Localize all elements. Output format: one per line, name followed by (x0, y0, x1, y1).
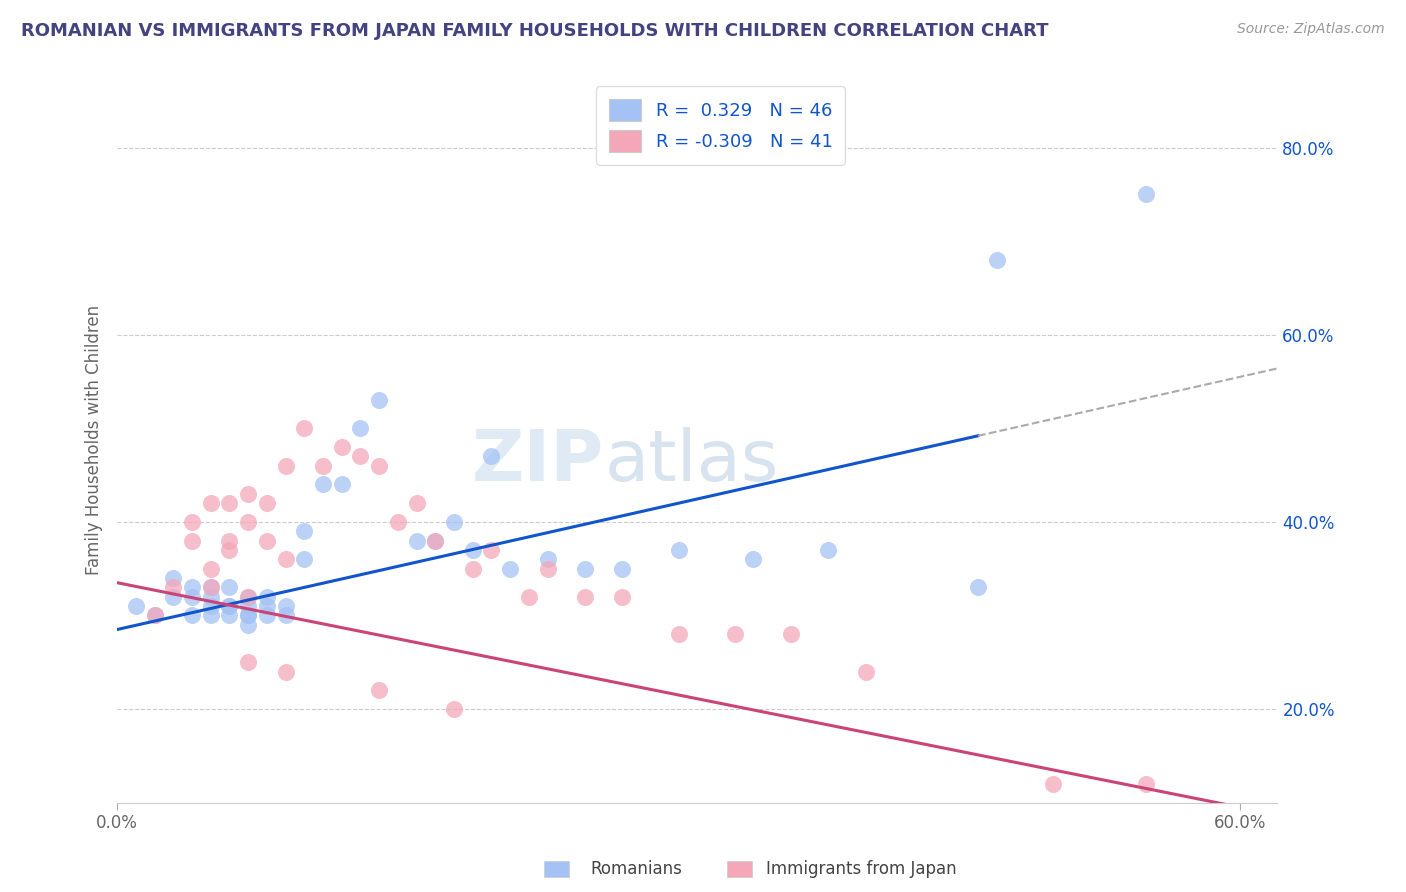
Point (238, 655, 260, 669)
Point (855, 665, 877, 679)
Point (200, 599, 222, 613)
Text: ZIP: ZIP (472, 427, 605, 496)
Point (1042, 777, 1064, 791)
Point (1135, 777, 1157, 791)
Point (368, 683, 391, 698)
Text: ROMANIAN VS IMMIGRANTS FROM JAPAN FAMILY HOUSEHOLDS WITH CHILDREN CORRELATION CH: ROMANIAN VS IMMIGRANTS FROM JAPAN FAMILY… (21, 22, 1049, 40)
Point (349, 421, 371, 435)
Point (481, 450, 503, 464)
Point (256, 496, 278, 510)
Point (218, 608, 240, 623)
Point (181, 608, 204, 623)
Point (238, 487, 260, 501)
Point (125, 599, 148, 613)
Point (218, 581, 240, 595)
Text: Romanians: Romanians (591, 860, 682, 878)
Point (238, 599, 260, 613)
Point (330, 440, 353, 454)
Point (425, 533, 447, 548)
Point (292, 552, 315, 566)
Point (312, 458, 335, 473)
Point (499, 562, 522, 576)
Y-axis label: Family Households with Children: Family Households with Children (86, 305, 103, 575)
Point (349, 450, 371, 464)
Point (817, 543, 839, 558)
Point (612, 590, 634, 604)
Point (292, 524, 315, 539)
Point (143, 608, 166, 623)
Point (443, 702, 465, 716)
Point (724, 627, 747, 641)
Point (238, 515, 260, 529)
Point (256, 608, 278, 623)
Text: atlas: atlas (605, 427, 779, 496)
Point (238, 608, 260, 623)
Text: Source: ZipAtlas.com: Source: ZipAtlas.com (1237, 22, 1385, 37)
Point (162, 571, 184, 585)
Point (312, 477, 335, 491)
Point (574, 590, 596, 604)
Point (218, 599, 240, 613)
Point (238, 590, 260, 604)
Point (481, 543, 503, 558)
Point (1135, 187, 1157, 202)
Legend: R =  0.329   N = 46, R = -0.309   N = 41: R = 0.329 N = 46, R = -0.309 N = 41 (596, 87, 845, 165)
Point (200, 581, 222, 595)
Point (405, 533, 427, 548)
Point (218, 543, 240, 558)
Point (368, 458, 391, 473)
Point (181, 590, 204, 604)
Point (536, 552, 558, 566)
Point (238, 590, 260, 604)
Point (986, 252, 1008, 267)
Point (238, 608, 260, 623)
Point (274, 665, 297, 679)
Point (200, 581, 222, 595)
Point (181, 515, 204, 529)
Point (200, 496, 222, 510)
Point (443, 515, 465, 529)
Point (200, 608, 222, 623)
Point (238, 617, 260, 632)
Point (461, 543, 484, 558)
Point (461, 562, 484, 576)
Point (162, 581, 184, 595)
Point (742, 552, 765, 566)
Point (274, 599, 297, 613)
Point (967, 581, 990, 595)
Point (143, 608, 166, 623)
Point (536, 562, 558, 576)
Point (256, 533, 278, 548)
Point (405, 496, 427, 510)
Point (330, 477, 353, 491)
Point (218, 599, 240, 613)
Point (274, 608, 297, 623)
Point (612, 562, 634, 576)
Point (668, 543, 690, 558)
Point (181, 533, 204, 548)
Point (218, 533, 240, 548)
Point (256, 599, 278, 613)
Point (292, 421, 315, 435)
Point (517, 590, 540, 604)
Text: Immigrants from Japan: Immigrants from Japan (766, 860, 957, 878)
Point (162, 590, 184, 604)
Bar (727, 861, 752, 877)
Point (425, 533, 447, 548)
Point (274, 458, 297, 473)
Point (218, 496, 240, 510)
Point (200, 562, 222, 576)
Point (181, 581, 204, 595)
Point (368, 393, 391, 408)
Point (387, 515, 409, 529)
Point (574, 562, 596, 576)
Point (274, 552, 297, 566)
Point (779, 627, 801, 641)
Point (200, 590, 222, 604)
Point (256, 590, 278, 604)
Bar (544, 861, 569, 877)
Point (668, 627, 690, 641)
